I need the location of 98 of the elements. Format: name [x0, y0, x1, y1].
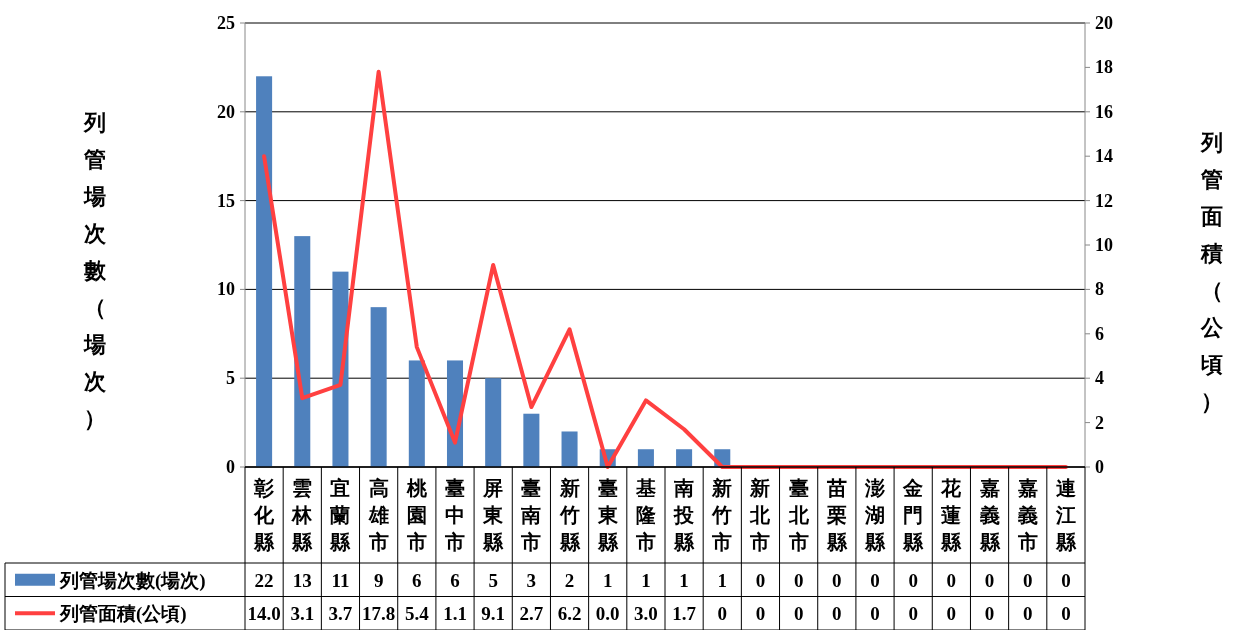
data-label: 0: [793, 603, 804, 625]
data-label: 0: [870, 569, 880, 591]
y2-tick-label: 16: [1095, 101, 1113, 122]
bar: [676, 449, 693, 467]
y-tick-label: 15: [217, 190, 235, 211]
y2-tick-label: 0: [1095, 457, 1104, 477]
bar: [485, 378, 502, 467]
legend-label: 列管場次數(場次): [59, 569, 206, 592]
data-label: 9.1: [481, 603, 506, 625]
bar: [637, 449, 654, 467]
y2-tick-label: 2: [1095, 412, 1104, 433]
y-tick-label: 20: [217, 101, 235, 122]
y2-tick-label: 10: [1095, 235, 1113, 255]
data-label: 5.4: [404, 603, 430, 625]
data-label: 0: [946, 569, 957, 591]
bar: [294, 236, 311, 467]
y2-tick-label: 14: [1095, 146, 1113, 167]
data-label: 0: [1061, 569, 1071, 591]
y2-tick-label: 20: [1095, 13, 1113, 33]
x-tick-label: 臺東縣: [596, 477, 619, 553]
bar: [370, 307, 387, 467]
data-label: 0: [832, 569, 842, 591]
x-tick-label: 臺南市: [520, 477, 542, 553]
x-tick-label: 嘉義縣: [978, 477, 1001, 553]
x-tick-label: 新竹市: [711, 477, 733, 553]
y2-tick-label: 4: [1095, 368, 1104, 389]
data-label: 0: [1061, 603, 1071, 625]
data-label: 1: [602, 569, 613, 591]
y2-tick-label: 12: [1095, 190, 1113, 211]
y-tick-label: 5: [226, 368, 235, 389]
data-label: 0: [946, 603, 957, 625]
x-tick-label: 基隆市: [634, 477, 656, 553]
data-label: 0: [1022, 569, 1033, 591]
bar: [561, 431, 578, 467]
x-tick-label: 苗栗縣: [825, 477, 848, 553]
x-tick-label: 臺北市: [787, 477, 810, 553]
bar: [332, 271, 349, 467]
data-label: 0: [1022, 603, 1033, 625]
bar: [523, 413, 540, 467]
data-label: 3.0: [634, 603, 658, 625]
data-label: 1: [717, 569, 728, 591]
data-label: 22: [254, 569, 274, 591]
data-label: 0: [832, 603, 842, 625]
x-tick-label: 新北市: [749, 477, 772, 553]
data-label: 9: [373, 569, 384, 591]
y2-axis-title: 列管面積（公頃）: [1200, 130, 1224, 414]
data-label: 17.8: [362, 603, 396, 625]
x-tick-label: 臺中市: [444, 477, 465, 553]
data-label: 13: [292, 569, 312, 591]
data-label: 0: [984, 603, 995, 625]
y-tick-label: 10: [217, 279, 235, 300]
data-label: 1: [679, 569, 689, 591]
data-label: 0: [908, 569, 918, 591]
x-tick-label: 嘉義市: [1016, 477, 1038, 553]
x-tick-label: 南投縣: [673, 477, 696, 553]
data-label: 0: [755, 603, 766, 625]
data-label: 3.1: [290, 603, 315, 625]
data-label: 5: [488, 569, 498, 591]
x-tick-label: 新竹縣: [558, 477, 581, 553]
data-label: 14.0: [247, 603, 281, 625]
x-tick-label: 屏東縣: [482, 477, 505, 553]
x-tick-label: 金門縣: [902, 477, 925, 553]
data-label: 0: [793, 569, 804, 591]
data-label: 0.0: [595, 603, 620, 625]
data-label: 3: [526, 569, 537, 591]
text: 列管場次數（場次）: [84, 110, 106, 431]
data-label: 1.7: [672, 603, 697, 625]
data-label: 0: [755, 569, 766, 591]
data-label: 6.2: [557, 603, 582, 625]
x-tick-label: 連江縣: [1054, 477, 1077, 553]
data-label: 0: [870, 603, 880, 625]
data-label: 2: [564, 569, 575, 591]
x-tick-label: 澎湖縣: [864, 477, 886, 553]
data-label: 11: [331, 569, 350, 591]
x-tick-label: 彰化縣: [253, 477, 276, 553]
data-label: 1: [641, 569, 651, 591]
data-label: 2.7: [519, 603, 544, 625]
x-tick-label: 雲林縣: [291, 477, 314, 553]
x-tick-label: 花蓮縣: [940, 477, 963, 553]
y2-tick-label: 6: [1095, 323, 1104, 344]
data-label: 0: [984, 569, 995, 591]
legend-label: 列管面積(公頃): [59, 603, 187, 626]
x-tick-label: 宜蘭縣: [329, 477, 352, 553]
bar: [408, 360, 425, 467]
bar: [256, 76, 273, 467]
data-label: 6: [450, 569, 460, 591]
y2-tick-label: 18: [1095, 57, 1113, 78]
data-label: 6: [412, 569, 422, 591]
y-tick-label: 0: [226, 457, 235, 477]
data-label: 0: [717, 603, 728, 625]
data-label: 1.1: [443, 603, 467, 625]
line-series: [262, 69, 1068, 469]
y-tick-label: 25: [217, 13, 235, 33]
data-label: 0: [908, 603, 918, 625]
x-tick-label: 桃園市: [405, 477, 428, 553]
x-tick-label: 高雄市: [367, 477, 389, 553]
y2-tick-label: 8: [1095, 279, 1104, 300]
data-label: 3.7: [328, 603, 353, 625]
